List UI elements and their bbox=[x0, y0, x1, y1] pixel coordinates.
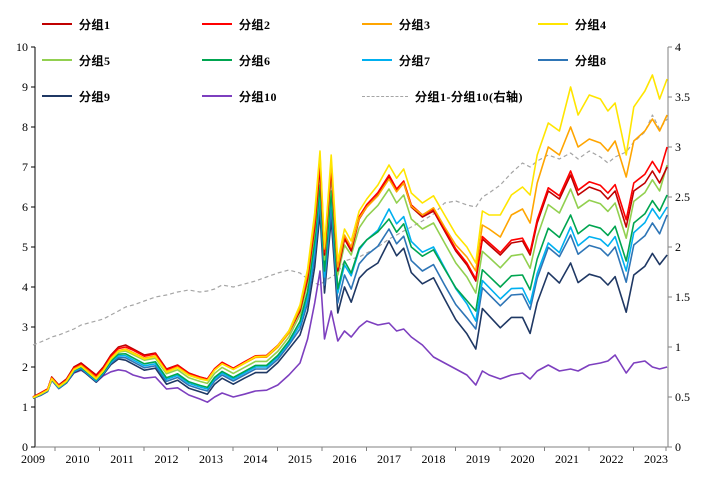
legend-item-group9: 分组9 bbox=[42, 78, 202, 114]
y-axis-right-label: 4 bbox=[675, 40, 681, 54]
series-line-分组7 bbox=[32, 192, 668, 399]
y-axis-right-label: 2 bbox=[675, 240, 681, 254]
legend-item-group4: 分组4 bbox=[538, 6, 688, 42]
legend-swatch-group7 bbox=[362, 59, 392, 61]
x-axis-label: 2013 bbox=[199, 452, 223, 466]
legend-label: 分组7 bbox=[399, 53, 431, 68]
legend-item-ratio-right-axis: 分组1-分组10(右轴) bbox=[362, 78, 538, 114]
legend-item-group6: 分组6 bbox=[202, 42, 362, 78]
legend-label: 分组6 bbox=[239, 53, 271, 68]
legend-label: 分组1 bbox=[79, 17, 111, 32]
legend-swatch-group5 bbox=[42, 59, 72, 61]
x-axis-label: 2023 bbox=[644, 452, 668, 466]
legend-swatch-dashed-line bbox=[362, 95, 408, 97]
x-axis-label: 2011 bbox=[110, 452, 134, 466]
legend-label: 分组2 bbox=[239, 17, 271, 32]
y-axis-right-label: 2.5 bbox=[675, 190, 690, 204]
series-line-分组5 bbox=[32, 164, 668, 399]
legend-swatch-group3 bbox=[362, 23, 392, 25]
legend-swatch-group2 bbox=[202, 23, 232, 25]
series-line-分组1-分组10(右轴) bbox=[32, 114, 668, 346]
x-axis-label: 2016 bbox=[333, 452, 357, 466]
x-axis-label: 2010 bbox=[66, 452, 90, 466]
legend-swatch-group8 bbox=[538, 59, 568, 61]
legend-item-group7: 分组7 bbox=[362, 42, 538, 78]
x-axis-label: 2021 bbox=[555, 452, 579, 466]
legend-label: 分组1-分组10(右轴) bbox=[415, 89, 523, 104]
series-line-分组10 bbox=[32, 270, 668, 404]
legend-label: 分组10 bbox=[239, 89, 278, 104]
legend-label: 分组5 bbox=[79, 53, 111, 68]
x-axis-label: 2014 bbox=[244, 452, 268, 466]
y-axis-right-label: 0 bbox=[675, 440, 681, 454]
x-axis-label: 2017 bbox=[377, 452, 401, 466]
legend-item-group1: 分组1 bbox=[42, 6, 202, 42]
y-axis-left-label: 2 bbox=[22, 360, 28, 374]
legend-label: 分组9 bbox=[79, 89, 111, 104]
y-axis-right-label: 1.5 bbox=[675, 290, 690, 304]
legend-swatch-group1 bbox=[42, 23, 72, 25]
series-line-分组9 bbox=[32, 212, 668, 399]
y-axis-right-label: 0.5 bbox=[675, 390, 690, 404]
x-axis-label: 2009 bbox=[21, 452, 45, 466]
series-line-分组2 bbox=[32, 146, 668, 398]
x-axis-label: 2012 bbox=[155, 452, 179, 466]
legend-label: 分组3 bbox=[399, 17, 431, 32]
y-axis-left-label: 4 bbox=[22, 280, 28, 294]
y-axis-left-label: 6 bbox=[22, 200, 28, 214]
x-axis-label: 2022 bbox=[600, 452, 624, 466]
x-axis-label: 2019 bbox=[466, 452, 490, 466]
legend-swatch-group6 bbox=[202, 59, 232, 61]
y-axis-right-label: 1 bbox=[675, 340, 681, 354]
series-line-分组6 bbox=[32, 184, 668, 399]
series-line-分组4 bbox=[32, 74, 668, 399]
y-axis-left-label: 7 bbox=[22, 160, 28, 174]
y-axis-left-label: 10 bbox=[16, 40, 28, 54]
legend-item-group5: 分组5 bbox=[42, 42, 202, 78]
y-axis-right-label: 3.5 bbox=[675, 90, 690, 104]
legend-item-group8: 分组8 bbox=[538, 42, 688, 78]
x-axis-label: 2015 bbox=[288, 452, 312, 466]
y-axis-left-label: 3 bbox=[22, 320, 28, 334]
legend-item-group3: 分组3 bbox=[362, 6, 538, 42]
legend-swatch-group10 bbox=[202, 95, 232, 97]
legend-label: 分组4 bbox=[575, 17, 607, 32]
legend-item-group2: 分组2 bbox=[202, 6, 362, 42]
legend-swatch-group4 bbox=[538, 23, 568, 25]
chart-legend: 分组1 分组2 分组3 分组4 分组5 分组6 分组7 分组8 分组9 分组10… bbox=[42, 6, 690, 114]
y-axis-left-label: 8 bbox=[22, 120, 28, 134]
series-line-分组1 bbox=[32, 166, 668, 398]
x-axis-label: 2018 bbox=[422, 452, 446, 466]
y-axis-left-label: 0 bbox=[22, 440, 28, 454]
y-axis-right-label: 3 bbox=[675, 140, 681, 154]
x-axis-label: 2020 bbox=[511, 452, 535, 466]
y-axis-left-label: 1 bbox=[22, 400, 28, 414]
y-axis-left-label: 5 bbox=[22, 240, 28, 254]
legend-item-group10: 分组10 bbox=[202, 78, 362, 114]
y-axis-left-label: 9 bbox=[22, 80, 28, 94]
series-line-分组8 bbox=[32, 202, 668, 399]
legend-label: 分组8 bbox=[575, 53, 607, 68]
legend-swatch-group9 bbox=[42, 95, 72, 97]
